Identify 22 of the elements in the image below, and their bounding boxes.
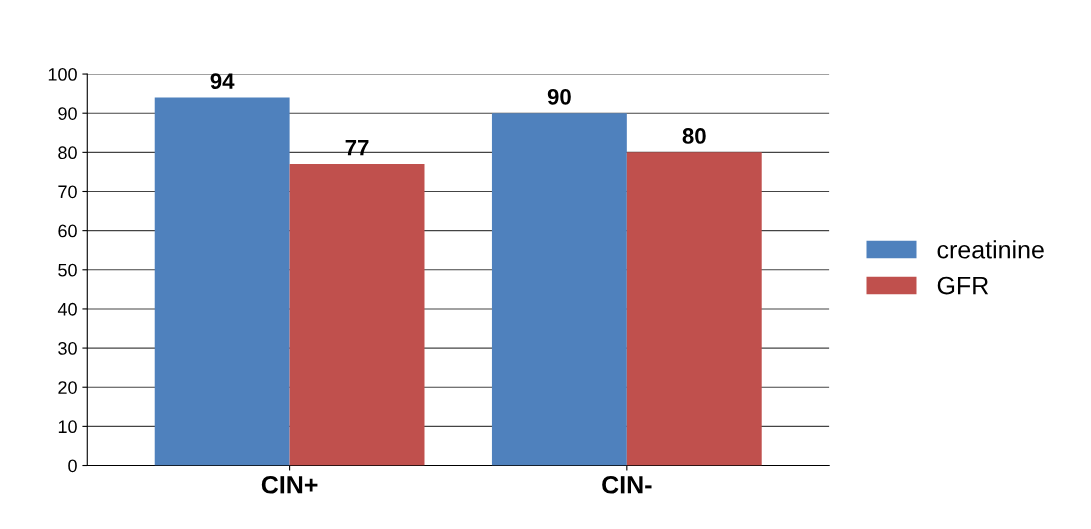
data-label: 94 [210,73,235,89]
data-label: 90 [547,88,571,105]
bar [289,164,425,466]
bar [626,152,762,466]
x-tick-label: CIN- [602,475,652,494]
legend-label: creatinine [937,240,1044,259]
y-tick-label: 80 [58,146,77,160]
y-tick-label: 40 [57,302,77,316]
y-tick-label: 90 [58,107,77,120]
y-tick-label: 30 [58,342,77,355]
y-tick-label: 50 [58,263,77,277]
bar [154,97,290,466]
y-tick-label: 20 [58,381,77,394]
legend-label: GFR [937,276,989,295]
y-tick-label: 70 [58,185,77,199]
y-tick-label: 100 [48,67,77,81]
x-tick-label: CIN+ [261,475,318,494]
y-tick-label: 0 [68,459,77,473]
data-label: 77 [345,140,369,156]
y-tick-label: 60 [58,224,77,238]
y-tick-label: 10 [58,420,77,434]
data-label: 80 [682,128,706,144]
